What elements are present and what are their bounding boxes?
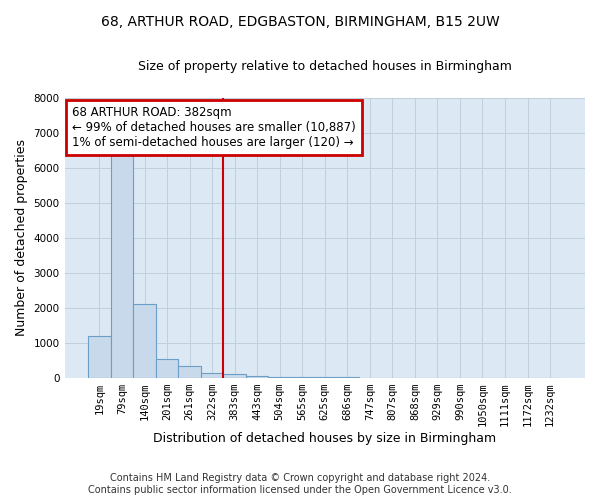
Bar xyxy=(156,358,178,378)
Bar xyxy=(133,304,156,378)
Bar xyxy=(268,377,291,378)
Text: 68, ARTHUR ROAD, EDGBASTON, BIRMINGHAM, B15 2UW: 68, ARTHUR ROAD, EDGBASTON, BIRMINGHAM, … xyxy=(101,15,499,29)
Bar xyxy=(111,150,133,378)
X-axis label: Distribution of detached houses by size in Birmingham: Distribution of detached houses by size … xyxy=(153,432,496,445)
Y-axis label: Number of detached properties: Number of detached properties xyxy=(15,140,28,336)
Bar xyxy=(178,366,201,378)
Title: Size of property relative to detached houses in Birmingham: Size of property relative to detached ho… xyxy=(138,60,512,73)
Text: 68 ARTHUR ROAD: 382sqm
← 99% of detached houses are smaller (10,887)
1% of semi-: 68 ARTHUR ROAD: 382sqm ← 99% of detached… xyxy=(73,106,356,149)
Bar xyxy=(223,374,246,378)
Text: Contains HM Land Registry data © Crown copyright and database right 2024.
Contai: Contains HM Land Registry data © Crown c… xyxy=(88,474,512,495)
Bar xyxy=(201,372,223,378)
Bar xyxy=(246,376,268,378)
Bar xyxy=(291,377,314,378)
Bar xyxy=(88,336,111,378)
